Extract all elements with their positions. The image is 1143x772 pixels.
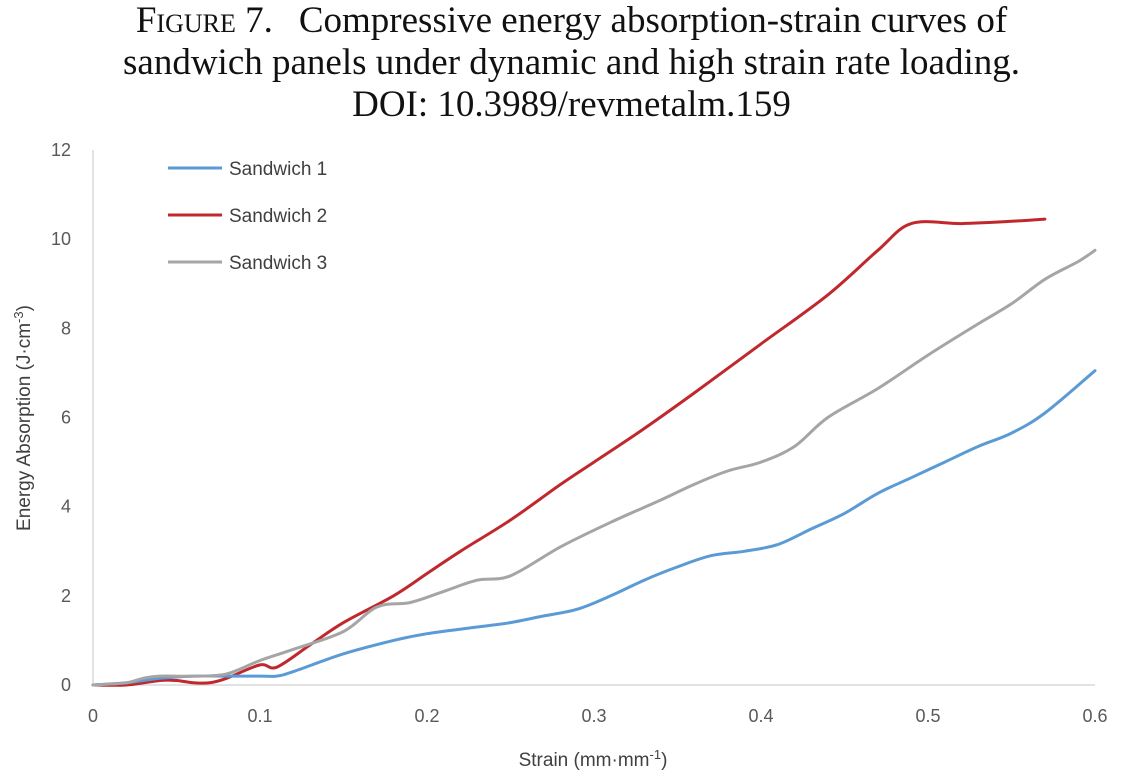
y-tick-label: 4: [61, 497, 71, 517]
caption-line-2: sandwich panels under dynamic and high s…: [123, 42, 1020, 83]
y-tick-label: 10: [51, 229, 71, 249]
x-axis-title-close: ): [661, 750, 667, 771]
x-tick-label: 0: [88, 706, 98, 726]
x-tick-label: 0.1: [247, 706, 272, 726]
y-tick-label: 12: [51, 140, 71, 160]
figure-label: Figure 7.: [135, 0, 273, 41]
legend-label-sandwich-1: Sandwich 1: [229, 159, 327, 180]
y-tick-labels: 0 2 4 6 8 10 12: [51, 140, 71, 695]
caption-line-1: Figure 7. Compressive energy absorption-s…: [0, 0, 1143, 42]
x-tick-label: 0.2: [414, 706, 439, 726]
x-tick-labels: 0 0.1 0.2 0.3 0.4 0.5 0.6: [88, 706, 1108, 726]
y-axis-title-text: Energy Absorption (J·cm: [14, 323, 35, 531]
x-axis-title-text: Strain (mm·mm: [519, 750, 650, 771]
y-axis-title: Energy Absorption (J·cm-3): [11, 305, 35, 531]
x-axis-title: Strain (mm·mm-1): [519, 747, 668, 771]
x-tick-label: 0.6: [1082, 706, 1107, 726]
x-tick-label: 0.5: [915, 706, 940, 726]
legend: Sandwich 1 Sandwich 2 Sandwich 3: [168, 159, 327, 274]
series-line-sandwich-3: [91, 248, 1097, 687]
x-tick-label: 0.3: [581, 706, 606, 726]
x-tick-label: 0.4: [748, 706, 773, 726]
legend-label-sandwich-2: Sandwich 2: [229, 206, 327, 227]
figure-caption: Figure 7. Compressive energy absorption-s…: [0, 0, 1143, 126]
caption-title-part-1: Compressive energy absorption-strain cur…: [298, 0, 1008, 41]
legend-label-sandwich-3: Sandwich 3: [229, 253, 327, 274]
y-axis-title-close: ): [14, 305, 35, 311]
series-line-sandwich-1: [91, 369, 1097, 687]
y-tick-label: 0: [61, 675, 71, 695]
y-axis-title-sup: -3: [11, 311, 26, 323]
y-tick-label: 2: [61, 586, 71, 606]
y-tick-label: 8: [61, 318, 71, 338]
x-axis-title-sup: -1: [650, 747, 662, 762]
series-lines: [91, 217, 1097, 687]
series-line-sandwich-2: [91, 217, 1047, 687]
y-tick-label: 6: [61, 408, 71, 428]
caption-doi: DOI: 10.3989/revmetalm.159: [352, 84, 791, 125]
